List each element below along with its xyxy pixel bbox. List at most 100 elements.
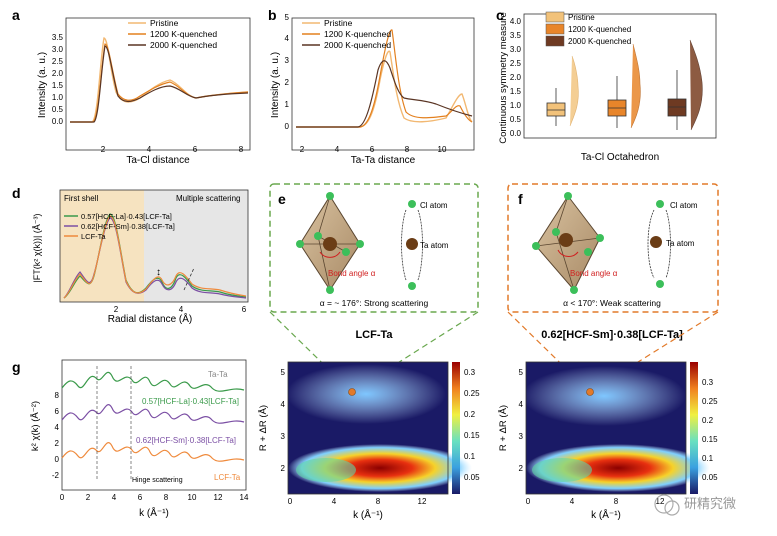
ytick: 3.0: [510, 45, 522, 54]
xlabel-h: k (Å⁻¹): [353, 508, 383, 521]
axes-a: [65, 17, 251, 151]
panel-e: e Bond angle α Cl atom Ta atom α = ~ 176…: [269, 183, 479, 393]
cl-atom-icon: [408, 282, 416, 290]
watermark: 研精究微: [654, 494, 736, 516]
label-f: 0.62[HCF-Sm]·0.38[LCF-Ta]: [541, 329, 683, 341]
ytick: 2.0: [510, 73, 522, 82]
ytick: 1.5: [52, 81, 64, 90]
ta-atom-e: [323, 237, 337, 251]
region-label-first-shell: First shell: [64, 194, 98, 203]
xtick: 6: [242, 305, 247, 314]
xtick: 8: [614, 497, 619, 506]
cl-atom-label-e: Cl atom: [420, 201, 448, 210]
cl-atom-icon: [656, 280, 664, 288]
xtick: 4: [112, 493, 117, 502]
xtick: 8: [405, 145, 410, 154]
panel-a: a Intensity (a. u.) Ta-Cl distance 0.0 0…: [12, 7, 251, 166]
yticks-b: 0 1 2 3 4 5: [285, 13, 290, 131]
panel-letter-a: a: [12, 7, 20, 23]
cl-atom-icon: [656, 200, 664, 208]
panel-f: f Bond angle α Cl atom Ta atom α < 170°:…: [507, 183, 719, 393]
series-label-hcf-sm: 0.62[HCF-Sm]·0.38[LCF-Ta]: [136, 436, 236, 445]
xticks-h: 0 4 8 12: [288, 497, 427, 506]
panel-c: c Continuous symmetry measure Ta-Cl Octa…: [496, 7, 717, 163]
legend-item: 0.57[HCF-La]·0.43[LCF-Ta]: [81, 212, 172, 221]
multiple-scattering-region: [144, 190, 248, 302]
ylabel-a: Intensity (a. u.): [37, 52, 48, 118]
series-label-hcf-la: 0.57[HCF-La]·0.43[LCF-Ta]: [142, 397, 239, 406]
curve-lcf-ta-d: [63, 215, 247, 299]
xtick: 4: [570, 497, 575, 506]
xtick: 4: [147, 145, 152, 154]
xticks-d: 2 4 6: [114, 305, 247, 314]
xlabel-g: k (Å⁻¹): [139, 506, 169, 519]
panel-i: i 0.3 0.25 0.2 0.15 0.1 0.05 R + ΔR (Å) …: [498, 361, 718, 521]
ta-atom-label-e: Ta atom: [420, 241, 449, 250]
xtick: 8: [239, 145, 244, 154]
ta-atom-f: [559, 233, 573, 247]
bond-angle-label-e: Bond angle α: [328, 269, 376, 278]
ytick: 1.0: [52, 93, 64, 102]
legend-item: 2000 K-quenched: [568, 37, 631, 46]
legend-item: LCF-Ta: [81, 232, 106, 241]
ta-atom-label-f: Ta atom: [666, 239, 695, 248]
legend-b: Pristine 1200 K-quenched 2000 K-quenched: [302, 18, 391, 50]
colorbar-i: [690, 362, 698, 494]
cl-atom-icon: [408, 200, 416, 208]
legend-item: 0.62[HCF-Sm]·0.38[LCF-Ta]: [81, 222, 175, 231]
ytick: 2: [55, 439, 60, 448]
cbar-tick: 0.2: [702, 416, 714, 425]
cl-atom-label-f: Cl atom: [670, 201, 698, 210]
xtick: 6: [138, 493, 143, 502]
legend-item: 1200 K-quenched: [324, 29, 391, 39]
cbar-tick: 0.1: [702, 454, 714, 463]
ytick: -2: [52, 471, 60, 480]
ytick: 5: [281, 368, 286, 377]
yticks-i: 2 3 4 5: [519, 368, 524, 473]
yticks-c: 0.0 0.5 1.0 1.5 2.0 2.5 3.0 3.5 4.0: [510, 17, 522, 138]
ylabel-b: Intensity (a. u.): [270, 52, 281, 118]
wechat-icon: [664, 500, 680, 516]
xtick: 12: [656, 497, 665, 506]
xtick: 2: [101, 145, 106, 154]
highlight-point: [586, 388, 594, 396]
xtick: 8: [376, 497, 381, 506]
panel-g: g k² χ(k) (Å⁻²) k (Å⁻¹) -2 0 2 4 6 8 0 2…: [12, 359, 249, 519]
xtick: 2: [86, 493, 91, 502]
curve-1200k-b: [296, 29, 473, 128]
legend-item: 1200 K-quenched: [568, 25, 631, 34]
caption-f: α < 170°: Weak scattering: [563, 298, 661, 308]
xtick: 4: [335, 145, 340, 154]
legend-item: 1200 K-quenched: [150, 29, 217, 39]
cbar-ticks-h: 0.3 0.25 0.2 0.15 0.1 0.05: [464, 368, 480, 482]
curve-hcf-sm-d: [63, 217, 247, 299]
xticks-i: 0 4 8 12: [526, 497, 665, 506]
panel-letter-e: e: [278, 191, 286, 207]
xlabel-i: k (Å⁻¹): [591, 508, 621, 521]
xlabel-c: Ta-Cl Octahedron: [581, 152, 659, 163]
panel-d: d First shell Multiple scattering |FT(k²…: [12, 185, 249, 325]
axes-d: [59, 189, 249, 303]
highlight-point: [348, 388, 356, 396]
xtick: 0: [288, 497, 293, 506]
curve-lcf-ta-g: [61, 442, 245, 462]
panel-letter-c: c: [496, 7, 504, 23]
ta-atom-icon: [406, 238, 418, 250]
ytick: 3.0: [52, 45, 64, 54]
dashed-guide-d: [183, 267, 195, 291]
xtick: 2: [300, 145, 305, 154]
region-label-multiple-scattering: Multiple scattering: [176, 194, 240, 203]
xtick: 4: [179, 305, 184, 314]
caption-e: α = ~ 176°: Strong scattering: [320, 298, 429, 308]
ytick: 2: [285, 78, 290, 87]
xtick: 6: [370, 145, 375, 154]
xlabel-b: Ta-Ta distance: [351, 155, 416, 166]
legend-item: Pristine: [324, 18, 353, 28]
ytick: 3: [519, 432, 524, 441]
legend-item: Pristine: [568, 13, 595, 22]
ylabel-d: |FT(k² χ(k))| (Å⁻³): [32, 213, 42, 282]
yticks-a: 0.0 0.5 1.0 1.5 2.0 2.5 3.0 3.5: [52, 33, 64, 126]
axes-b: [291, 17, 475, 151]
cbar-tick: 0.3: [464, 368, 476, 377]
ylabel-i: R + ΔR (Å): [498, 405, 509, 451]
